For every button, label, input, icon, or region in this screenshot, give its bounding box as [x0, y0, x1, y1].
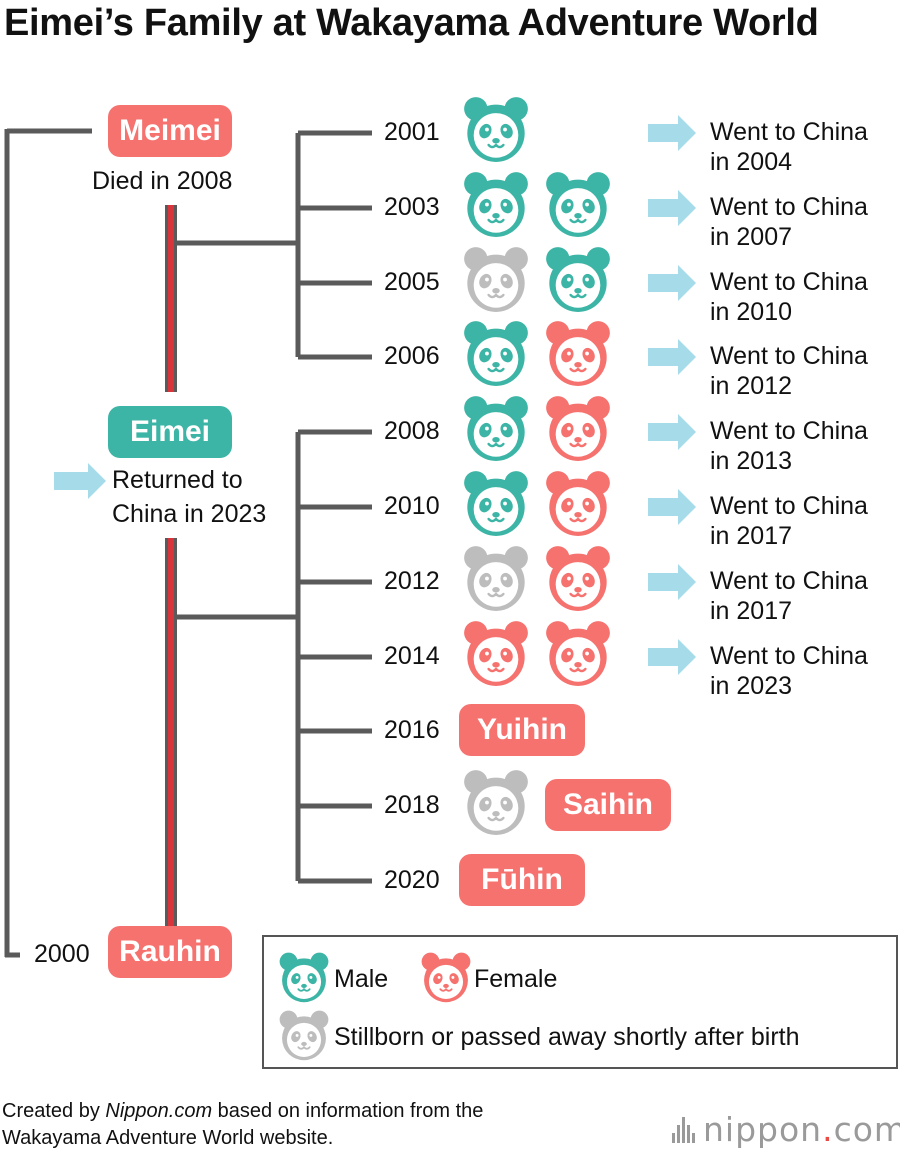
litter-year: 2001	[384, 118, 440, 146]
male-panda-icon	[544, 245, 612, 318]
nippon-logo: nippon. com	[672, 1110, 900, 1149]
litter-year: 2003	[384, 193, 440, 221]
litter-year: 2008	[384, 417, 440, 445]
destination-line1: Went to China	[710, 642, 868, 670]
destination-line2: in 2010	[710, 298, 793, 326]
arrow-icon	[648, 339, 696, 380]
destination-note: Went to China in 2004	[710, 117, 868, 177]
logo-dot: .	[822, 1110, 834, 1149]
meimei-name-tag: Meimei	[108, 105, 232, 157]
legend-stillborn-label: Stillborn or passed away shortly after b…	[334, 1023, 800, 1051]
arrow-icon	[648, 115, 696, 156]
destination-note: Went to China in 2017	[710, 566, 868, 626]
legend-box: Male Female Stillborn or passed away sho…	[262, 935, 898, 1069]
legend-female-label: Female	[474, 965, 558, 993]
destination-note: Went to China in 2013	[710, 416, 868, 476]
destination-note: Went to China in 2010	[710, 267, 868, 327]
arrow-icon	[648, 564, 696, 605]
logo-tld: com	[833, 1110, 900, 1149]
male-panda-icon	[544, 170, 612, 243]
credit-source: Nippon.com	[105, 1100, 213, 1122]
stillborn-panda-icon	[278, 1009, 330, 1066]
female-panda-icon	[544, 319, 612, 392]
destination-line2: in 2007	[710, 223, 793, 251]
rauhin-year: 2000	[34, 940, 90, 968]
female-panda-icon	[462, 619, 530, 692]
male-panda-icon	[462, 170, 530, 243]
destination-note: Went to China in 2007	[710, 192, 868, 252]
male-panda-icon	[462, 95, 530, 168]
rauhin-name-tag: Rauhin	[108, 926, 232, 978]
eimei-note-line1: Returned to	[112, 466, 243, 494]
destination-line1: Went to China	[710, 342, 868, 370]
logo-bars-icon	[672, 1116, 695, 1143]
credit-text: Created by Nippon.com based on informati…	[2, 1098, 483, 1152]
credit-prefix: Created by	[2, 1100, 106, 1122]
female-panda-icon	[544, 544, 612, 617]
litter-year: 2005	[384, 268, 440, 296]
arrow-icon	[648, 265, 696, 306]
cub-name-tag: Fūhin	[459, 854, 585, 906]
destination-line1: Went to China	[710, 567, 868, 595]
credit-suffix: based on information from the	[212, 1100, 484, 1122]
cub-name-tag: Saihin	[545, 779, 671, 831]
male-panda-icon	[462, 319, 530, 392]
destination-line2: in 2017	[710, 522, 793, 550]
litter-year: 2014	[384, 642, 440, 670]
destination-line2: in 2017	[710, 597, 793, 625]
destination-line1: Went to China	[710, 417, 868, 445]
litter-year: 2006	[384, 342, 440, 370]
cub-name-tag: Yuihin	[459, 704, 585, 756]
arrow-icon	[648, 414, 696, 455]
page-title: Eimei’s Family at Wakayama Adventure Wor…	[4, 2, 819, 44]
destination-line1: Went to China	[710, 268, 868, 296]
destination-line2: in 2004	[710, 148, 793, 176]
arrow-icon	[54, 463, 106, 499]
destination-line1: Went to China	[710, 492, 868, 520]
meimei-note: Died in 2008	[92, 167, 233, 195]
litter-year: 2020	[384, 866, 440, 894]
destination-note: Went to China in 2017	[710, 491, 868, 551]
arrow-icon	[648, 489, 696, 530]
stillborn-panda-icon	[462, 245, 530, 318]
destination-line1: Went to China	[710, 193, 868, 221]
stillborn-panda-icon	[462, 544, 530, 617]
arrow-icon	[648, 190, 696, 231]
female-panda-icon	[544, 469, 612, 542]
destination-line1: Went to China	[710, 118, 868, 146]
tree-lines-group	[4, 128, 372, 958]
destination-line2: in 2013	[710, 447, 793, 475]
stillborn-panda-icon	[462, 768, 530, 841]
logo-main: nippon	[703, 1110, 823, 1149]
destination-line2: in 2023	[710, 672, 793, 700]
eimei-note-line2: China in 2023	[112, 500, 267, 528]
litter-year: 2012	[384, 567, 440, 595]
litter-year: 2018	[384, 791, 440, 819]
litter-year: 2010	[384, 492, 440, 520]
male-panda-icon	[462, 394, 530, 467]
destination-line2: in 2012	[710, 372, 793, 400]
female-panda-icon	[544, 394, 612, 467]
litter-year: 2016	[384, 716, 440, 744]
arrow-icon	[648, 639, 696, 680]
male-panda-icon	[278, 951, 330, 1008]
credit-line2: Wakayama Adventure World website.	[2, 1127, 334, 1149]
destination-note: Went to China in 2023	[710, 641, 868, 701]
eimei-name-tag: Eimei	[108, 406, 232, 458]
destination-note: Went to China in 2012	[710, 341, 868, 401]
female-panda-icon	[420, 951, 472, 1008]
legend-male-label: Male	[334, 965, 389, 993]
male-panda-icon	[462, 469, 530, 542]
female-panda-icon	[544, 619, 612, 692]
